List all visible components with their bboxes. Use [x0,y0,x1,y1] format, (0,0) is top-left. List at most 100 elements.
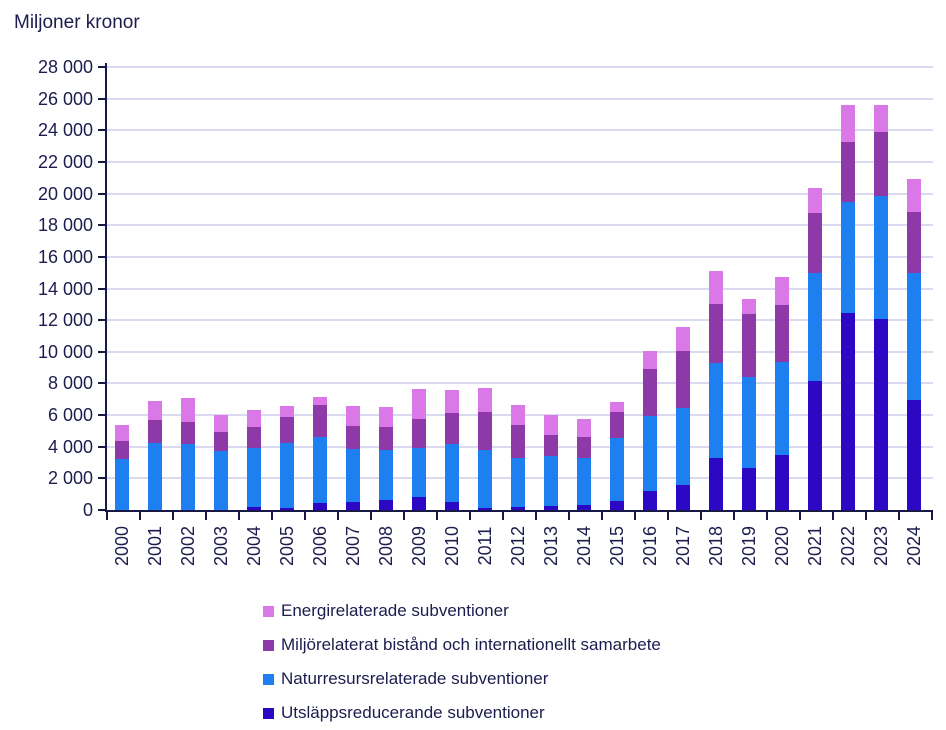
x-tick-label-2012: 2012 [508,525,528,567]
legend-item: Energirelaterade subventioner [263,594,661,628]
bar-segment [544,456,558,507]
x-axis-tick [436,512,438,520]
bar-segment [214,415,228,432]
bar-group-2003 [214,415,228,510]
bar-group-2019 [742,298,756,510]
y-axis-tick [98,287,105,290]
bar-segment [214,451,228,510]
y-axis-tick [98,66,105,68]
y-axis-tick [98,477,105,480]
legend-label: Utsläppsreducerande subventioner [281,703,545,722]
bar-segment [379,426,393,450]
bar-segment [841,142,855,202]
bar-segment [709,457,723,510]
bar-segment [841,313,855,510]
bar-segment [808,273,822,382]
x-axis-tick [601,512,603,520]
grid-line [107,160,933,163]
grid-line [107,224,933,227]
x-tick-label-2008: 2008 [376,525,396,567]
bar-segment [907,400,921,510]
x-tick-label-2013: 2013 [541,525,561,567]
x-tick-label-2022: 2022 [838,525,858,567]
bar-segment [379,449,393,500]
bar-segment [742,298,756,314]
bar-segment [478,411,492,450]
bar-segment [478,449,492,508]
y-axis-labels: 0 2 000 4 000 6 000 8 000 10 000 12 000 14 000 1… [0,57,99,520]
bar-group-2016 [643,351,657,510]
x-tick-label-2003: 2003 [211,525,231,567]
bar-group-2008 [379,407,393,510]
bar-segment [643,369,657,416]
x-tick-label-2006: 2006 [310,525,330,567]
bar-segment [775,276,789,306]
bar-segment [412,419,426,449]
y-axis-tick [98,97,105,100]
legend-swatch [263,639,274,651]
bar-segment [907,179,921,212]
plot-area [98,63,933,520]
y-axis-tick [98,129,105,132]
bar-segment [511,424,525,458]
bar-segment [577,505,591,510]
x-axis-tick [535,512,537,520]
bar-segment [709,303,723,363]
y-tick-label: 4 000 [47,436,93,457]
y-tick-label: 16 000 [37,246,93,267]
bar-segment [247,410,261,427]
x-tick-label-2004: 2004 [244,525,264,567]
bar-segment [676,485,690,510]
bar-segment [313,404,327,438]
bar-segment [313,502,327,510]
y-axis-tick [98,382,105,385]
bar-segment [775,362,789,455]
y-tick-label: 6 000 [47,405,93,426]
grid-line [107,255,933,258]
bar-group-2001 [148,400,162,510]
grid-line [107,66,933,68]
y-axis-tick [98,445,105,448]
bar-group-2012 [511,404,525,510]
bar-segment [511,457,525,507]
bar-segment [247,506,261,510]
bar-segment [412,448,426,498]
bar-segment [544,415,558,435]
bar-segment [445,389,459,413]
x-tick-label-2015: 2015 [607,525,627,567]
bar-group-2013 [544,415,558,510]
x-axis-tick [304,512,306,520]
bar-group-2015 [610,401,624,510]
bar-segment [544,434,558,457]
y-axis-tick [98,255,105,258]
bar-group-2014 [577,419,591,510]
bar-group-2020 [775,276,789,510]
y-tick-label: 22 000 [37,151,93,172]
x-axis-tick [733,512,735,520]
x-axis-tick [106,512,108,520]
bar-segment [709,271,723,304]
x-axis-tick [799,512,801,520]
grid-line [107,350,933,353]
bar-segment [742,377,756,469]
bar-segment [280,442,294,508]
bar-segment [742,468,756,510]
bar-segment [313,437,327,503]
x-tick-label-2019: 2019 [739,525,759,567]
bar-segment [280,507,294,510]
bar-segment [841,105,855,143]
y-axis-tick [98,160,105,163]
x-axis-tick [766,512,768,520]
y-axis-tick [98,350,105,353]
legend-item: Utsläppsreducerande subventioner [263,696,661,730]
bar-segment [808,381,822,510]
bar-segment [115,441,129,460]
x-tick-label-2001: 2001 [145,525,165,567]
bar-segment [874,319,888,510]
bar-segment [445,412,459,445]
x-axis-tick [403,512,405,520]
bar-segment [280,417,294,443]
bar-group-2000 [115,424,129,510]
legend-label: Miljörelaterat bistånd och internationel… [281,635,661,654]
bar-segment [643,351,657,370]
